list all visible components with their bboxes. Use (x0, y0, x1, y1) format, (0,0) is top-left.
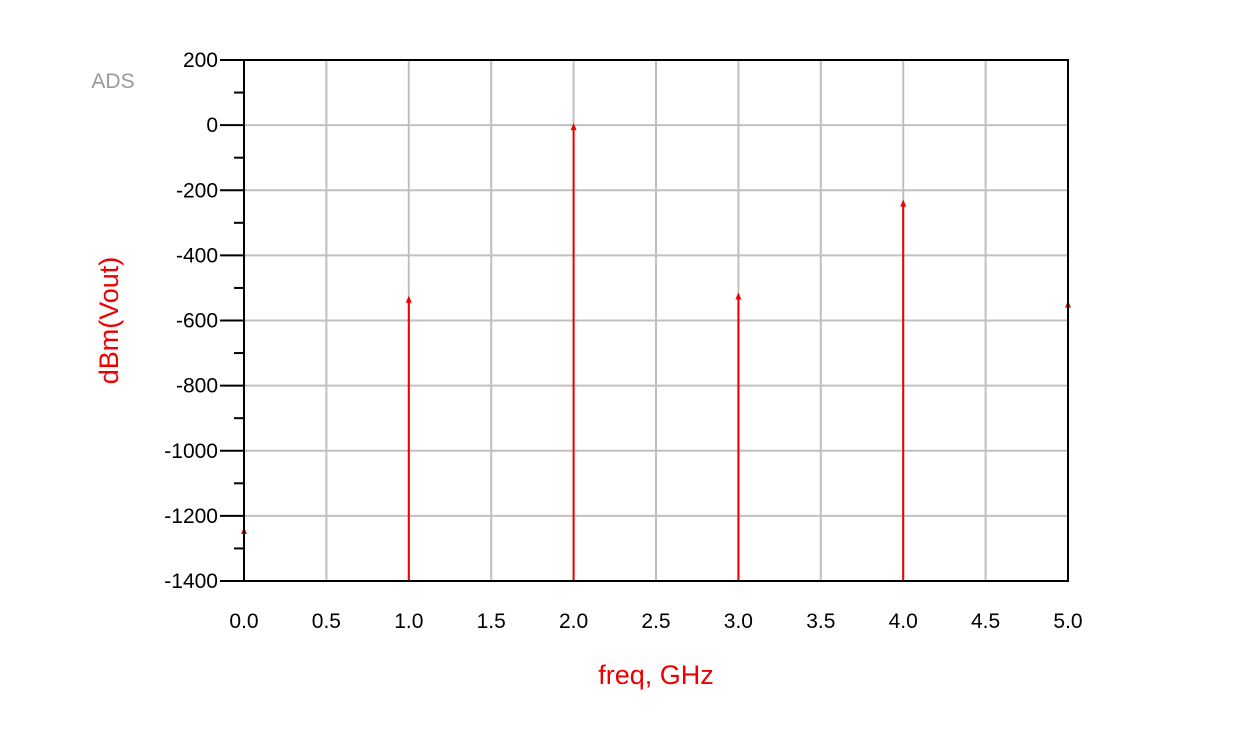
y-tick-label: -600 (176, 310, 218, 333)
x-tick-label: 1.0 (394, 610, 423, 633)
y-axis-label: dBm(Vout) (94, 257, 124, 385)
data-point-marker (900, 199, 907, 207)
x-tick-label: 3.0 (724, 610, 753, 633)
x-tick-label: 0.5 (312, 610, 341, 633)
y-tick-labels: 200 0 -200 -400 -600 -800 -1000 -1200 -1400 (164, 49, 218, 593)
y-tick-label: -200 (176, 179, 218, 202)
y-tick-label: -1200 (164, 505, 218, 528)
y-tick-label: -1000 (164, 440, 218, 463)
x-tick-label: 4.0 (889, 610, 918, 633)
x-tick-label: 3.5 (806, 610, 835, 633)
x-tick-label: 2.0 (559, 610, 588, 633)
grid (243, 59, 1069, 582)
x-axis-label: freq, GHz (598, 660, 714, 690)
x-tick-label: 4.5 (971, 610, 1000, 633)
ads-logo: ADS (91, 70, 134, 93)
data-point-marker (735, 292, 742, 300)
y-tick-label: -800 (176, 375, 218, 398)
y-tick-label: -400 (176, 244, 218, 267)
y-tick-label: -1400 (164, 570, 218, 593)
data-point-marker (570, 123, 577, 131)
x-tick-label: 1.5 (477, 610, 506, 633)
x-tick-labels: 0.0 0.5 1.0 1.5 2.0 2.5 3.0 3.5 4.0 4.5 5.0 (229, 610, 1082, 633)
x-tick-label: 2.5 (641, 610, 670, 633)
y-tick-label: 200 (183, 49, 218, 72)
data-point-marker (405, 295, 412, 303)
x-tick-label: 5.0 (1053, 610, 1082, 633)
x-tick-label: 0.0 (229, 610, 258, 633)
y-tick-label: 0 (206, 114, 218, 137)
plot-frame (243, 59, 1069, 582)
minor-ticks (220, 59, 244, 582)
